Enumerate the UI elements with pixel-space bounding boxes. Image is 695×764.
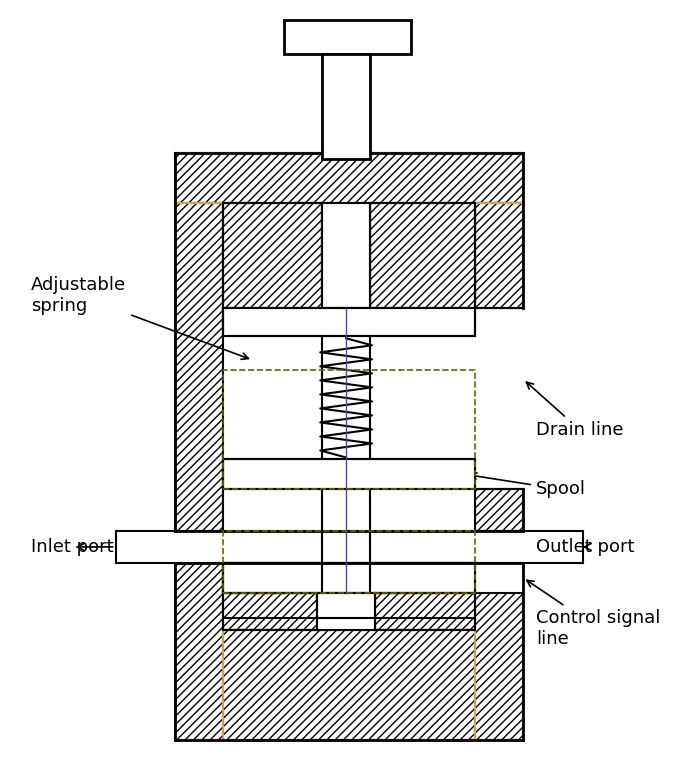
Bar	[223, 593, 318, 630]
Bar	[223, 563, 475, 618]
Bar	[223, 563, 318, 593]
Bar	[375, 563, 475, 593]
Bar	[175, 203, 223, 531]
Bar	[284, 21, 411, 54]
Bar	[223, 489, 475, 531]
Bar	[223, 309, 475, 336]
Bar	[223, 531, 475, 593]
Bar	[370, 203, 475, 309]
Bar	[475, 563, 523, 593]
Bar	[223, 630, 475, 740]
Bar	[475, 489, 523, 531]
Bar	[223, 370, 475, 489]
Bar	[375, 593, 475, 630]
Bar	[223, 203, 322, 309]
Text: Control signal
line: Control signal line	[527, 581, 660, 648]
Bar	[475, 489, 523, 531]
Bar	[175, 563, 523, 740]
Text: Spool: Spool	[470, 473, 586, 498]
Text: Inlet port: Inlet port	[31, 538, 114, 556]
Bar	[175, 531, 223, 563]
Bar	[375, 593, 475, 630]
Bar	[322, 54, 370, 160]
Text: Outlet port: Outlet port	[536, 538, 635, 556]
Bar	[175, 203, 223, 531]
Bar	[322, 203, 370, 309]
Bar	[223, 203, 322, 309]
Bar	[370, 203, 475, 309]
Bar	[375, 563, 475, 593]
Text: Adjustable
spring: Adjustable spring	[31, 276, 248, 359]
Bar	[175, 154, 523, 203]
Bar	[223, 563, 475, 593]
Bar	[475, 203, 523, 309]
Bar	[223, 593, 318, 630]
Bar	[223, 563, 318, 593]
Bar	[223, 630, 475, 740]
Bar	[475, 531, 582, 563]
Bar	[223, 309, 475, 489]
Bar	[175, 154, 523, 203]
Bar	[475, 531, 523, 563]
Text: Drain line: Drain line	[526, 382, 623, 439]
Bar	[318, 593, 375, 630]
Bar	[175, 563, 523, 740]
Bar	[475, 203, 523, 309]
Bar	[115, 531, 175, 563]
Bar	[223, 459, 475, 489]
